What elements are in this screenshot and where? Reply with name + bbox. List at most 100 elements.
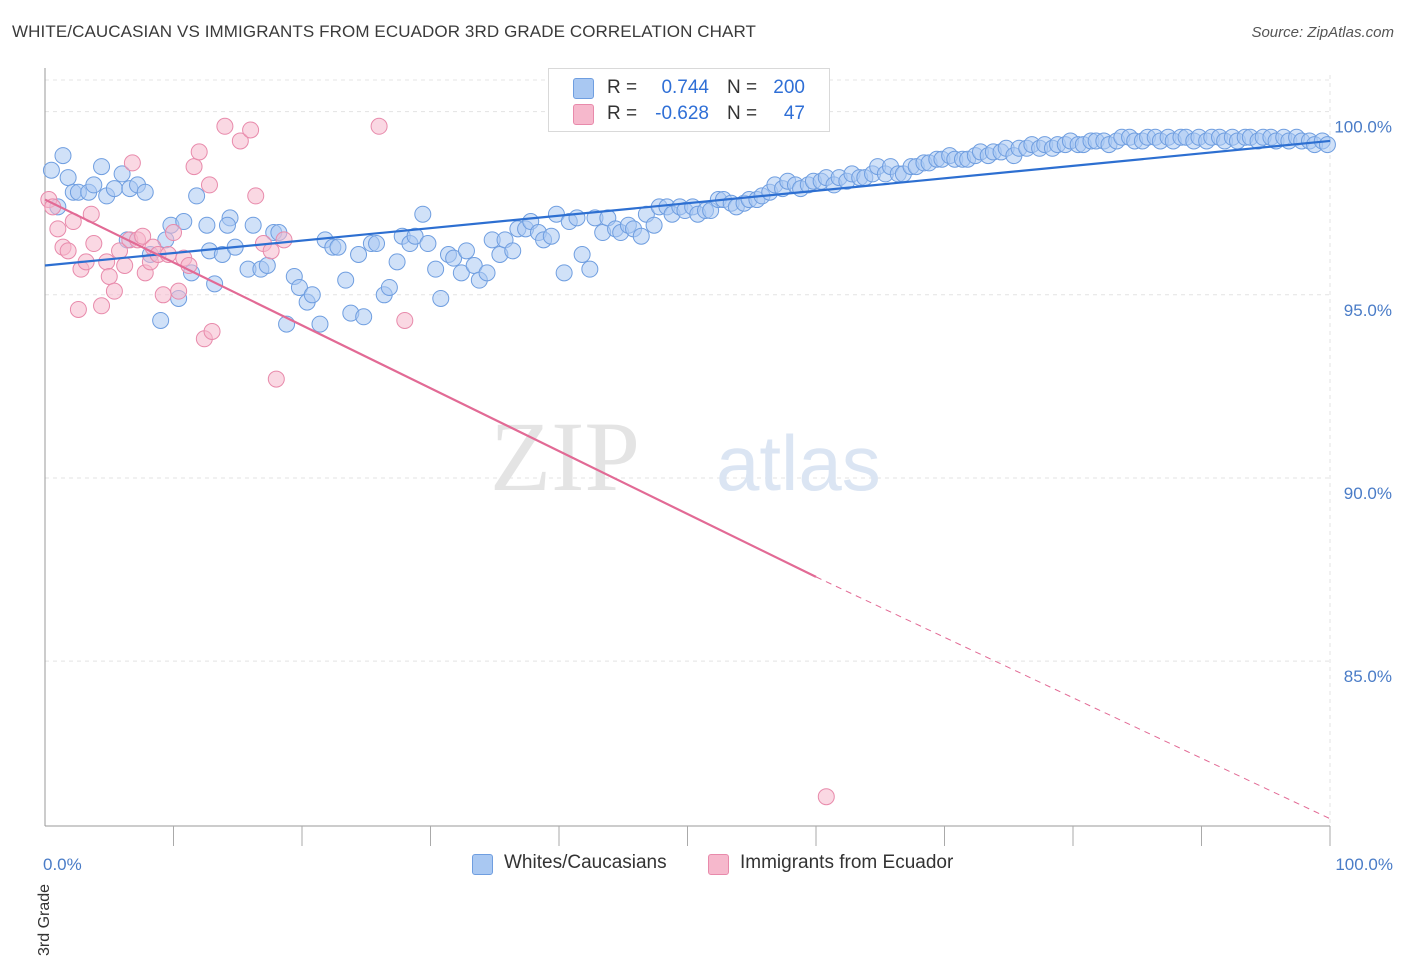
data-point-ecuador — [190, 143, 208, 161]
data-point-ecuador — [134, 227, 152, 245]
y-tick-label: 100.0% — [1334, 118, 1392, 137]
data-point-whites — [290, 278, 308, 296]
trend-line-whites — [44, 139, 1331, 267]
data-point-ecuador — [216, 117, 234, 135]
stats-legend: R = 0.744 N = 200 R = -0.628 N = 47 — [548, 68, 830, 132]
data-point-whites — [105, 180, 123, 198]
data-point-whites — [42, 161, 60, 179]
data-point-whites — [414, 205, 432, 223]
data-point-whites — [573, 246, 591, 264]
data-point-ecuador — [105, 282, 123, 300]
data-point-whites — [303, 286, 321, 304]
x-tick-label: 0.0% — [43, 855, 82, 874]
data-point-ecuador — [49, 220, 67, 238]
data-point-whites — [504, 242, 522, 260]
data-point-ecuador — [98, 253, 116, 271]
data-point-ecuador — [242, 121, 260, 139]
data-point-whites — [432, 289, 450, 307]
axes — [44, 68, 1331, 846]
data-point-whites — [452, 264, 470, 282]
series-whites-points — [42, 128, 1336, 333]
series-ecuador-points — [40, 117, 835, 806]
legend-r-value: -0.628 — [655, 103, 709, 124]
watermark-atlas: atlas — [716, 419, 881, 507]
data-point-ecuador — [116, 256, 134, 274]
data-point-ecuador — [262, 242, 280, 260]
data-point-whites — [581, 260, 599, 278]
data-point-ecuador — [85, 235, 103, 253]
data-point-ecuador — [100, 267, 118, 285]
data-point-whites — [113, 165, 131, 183]
data-point-whites — [380, 278, 398, 296]
data-point-whites — [427, 260, 445, 278]
data-point-whites — [93, 158, 111, 176]
legend-swatch-whites — [573, 78, 594, 99]
data-point-whites — [213, 246, 231, 264]
data-point-whites — [188, 187, 206, 205]
trend-line-ecuador — [44, 198, 817, 578]
y-tick-label: 90.0% — [1344, 484, 1392, 503]
gridlines — [45, 75, 1331, 826]
data-point-whites — [645, 216, 663, 234]
data-point-ecuador — [203, 322, 221, 340]
data-point-ecuador — [154, 286, 172, 304]
data-point-whites — [419, 235, 437, 253]
data-point-whites — [258, 256, 276, 274]
data-point-whites — [568, 209, 586, 227]
y-tick-label: 95.0% — [1344, 301, 1392, 320]
y-tick-label: 85.0% — [1344, 667, 1392, 686]
data-point-whites — [311, 315, 329, 333]
data-point-whites — [59, 169, 77, 187]
data-point-whites — [632, 227, 650, 245]
bottom-legend-label-ecuador: Immigrants from Ecuador — [740, 852, 954, 873]
data-point-whites — [54, 147, 72, 165]
data-point-whites — [457, 242, 475, 260]
data-point-ecuador — [170, 282, 188, 300]
data-point-whites — [555, 264, 573, 282]
data-point-ecuador — [59, 242, 77, 260]
data-point-ecuador — [370, 117, 388, 135]
data-point-whites — [445, 249, 463, 267]
x-tick-label: 100.0% — [1335, 855, 1393, 874]
data-point-whites — [244, 216, 262, 234]
legend-n-value: 47 — [783, 103, 805, 124]
data-point-ecuador — [396, 311, 414, 329]
data-point-whites — [136, 183, 154, 201]
legend-r-label: R = — [607, 103, 638, 124]
legend-n-label: N = — [727, 103, 758, 124]
data-point-ecuador — [93, 297, 111, 315]
bottom-legend-label-whites: Whites/Caucasians — [504, 852, 667, 873]
data-point-whites — [350, 246, 368, 264]
data-point-whites — [175, 213, 193, 231]
data-point-ecuador — [165, 224, 182, 242]
legend-swatch-ecuador — [573, 104, 594, 125]
trend-lines — [44, 139, 1331, 820]
data-point-whites — [355, 308, 373, 326]
data-point-whites — [329, 238, 347, 256]
chart-title: WHITE/CAUCASIAN VS IMMIGRANTS FROM ECUAD… — [12, 22, 757, 41]
bottom-legend-swatch-ecuador — [708, 854, 729, 875]
scatter-chart: ZIP atlas 85.0% 90.0% 95.0% 100.0% 0.0% 100.0… — [40, 68, 1393, 874]
legend-row-ecuador: R = -0.628 N = 47 — [549, 101, 829, 127]
watermark: ZIP atlas — [490, 401, 881, 512]
data-point-whites — [152, 311, 170, 329]
tick-labels: 85.0% 90.0% 95.0% 100.0% 0.0% 100.0% — [43, 118, 1393, 874]
legend-n-label: N = — [727, 77, 758, 98]
data-point-ecuador — [185, 158, 203, 176]
data-point-whites — [85, 176, 103, 194]
legend-n-value: 200 — [773, 77, 805, 98]
legend-r-label: R = — [607, 77, 638, 98]
data-point-whites — [368, 235, 386, 253]
data-point-ecuador — [275, 231, 293, 249]
trend-line-ecuador-extension — [815, 576, 1331, 820]
data-point-whites — [542, 227, 560, 245]
watermark-zip: ZIP — [490, 401, 640, 512]
data-point-ecuador — [817, 788, 835, 806]
data-point-whites — [388, 253, 406, 271]
data-point-ecuador — [69, 300, 87, 318]
data-point-whites — [206, 275, 224, 293]
data-point-ecuador — [247, 187, 265, 205]
data-point-whites — [198, 216, 216, 234]
legend-row-whites: R = 0.744 N = 200 — [549, 75, 829, 101]
legend-r-value: 0.744 — [661, 77, 709, 98]
